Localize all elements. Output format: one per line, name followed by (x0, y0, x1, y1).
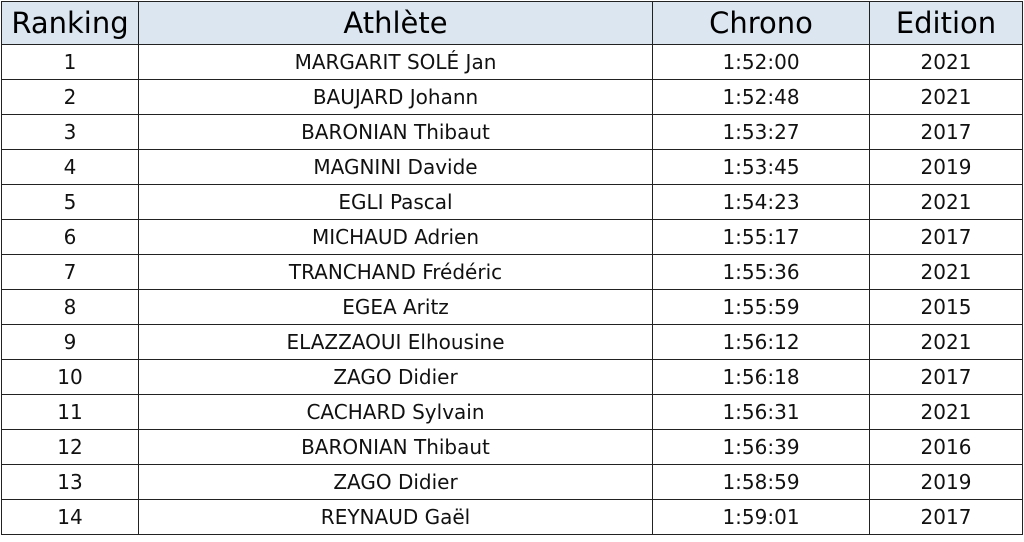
table-cell: 2021 (869, 324, 1023, 360)
table-body: 1 MARGARIT SOLÉ Jan 1:52:00 2021 2 BAUJARD Jo… (1, 44, 1023, 535)
table-cell: BARONIAN Thibaut (138, 114, 653, 150)
table-cell: 2017 (869, 219, 1023, 255)
table-cell: 2017 (869, 359, 1023, 395)
table-cell: 1:52:00 (652, 44, 870, 80)
table-row: 4 MAGNINI Davide 1:53:45 2019 (1, 149, 1023, 185)
column-header: Chrono (652, 1, 870, 45)
table-cell: 1:59:01 (652, 499, 870, 535)
table-row: 10 ZAGO Didier 1:56:18 2017 (1, 359, 1023, 395)
table-cell: 1:55:17 (652, 219, 870, 255)
table-row: 3 BARONIAN Thibaut 1:53:27 2017 (1, 114, 1023, 150)
table-row: 1 MARGARIT SOLÉ Jan 1:52:00 2021 (1, 44, 1023, 80)
table-cell: 8 (1, 289, 139, 325)
table-cell: 12 (1, 429, 139, 465)
table-row: 11 CACHARD Sylvain 1:56:31 2021 (1, 394, 1023, 430)
table-row: 8 EGEA Aritz 1:55:59 2015 (1, 289, 1023, 325)
table-cell: 1:53:27 (652, 114, 870, 150)
table-cell: MAGNINI Davide (138, 149, 653, 185)
table-cell: MARGARIT SOLÉ Jan (138, 44, 653, 80)
table-cell: BAUJARD Johann (138, 79, 653, 115)
table-cell: 2021 (869, 44, 1023, 80)
table-row: 12 BARONIAN Thibaut 1:56:39 2016 (1, 429, 1023, 465)
table-cell: CACHARD Sylvain (138, 394, 653, 430)
table-cell: 2016 (869, 429, 1023, 465)
table-cell: 4 (1, 149, 139, 185)
table-row: 13 ZAGO Didier 1:58:59 2019 (1, 464, 1023, 500)
table-cell: 2021 (869, 79, 1023, 115)
table-cell: 14 (1, 499, 139, 535)
table-row: 2 BAUJARD Johann 1:52:48 2021 (1, 79, 1023, 115)
column-header: Ranking (1, 1, 139, 45)
table-cell: 7 (1, 254, 139, 290)
table-cell: 2021 (869, 184, 1023, 220)
column-header: Edition (869, 1, 1023, 45)
table-cell: 2019 (869, 149, 1023, 185)
table-cell: 2 (1, 79, 139, 115)
table-cell: 3 (1, 114, 139, 150)
table-cell: 1:56:12 (652, 324, 870, 360)
table-cell: ZAGO Didier (138, 464, 653, 500)
table-cell: 1:56:31 (652, 394, 870, 430)
table-cell: 2021 (869, 394, 1023, 430)
table-row: 9 ELAZZAOUI Elhousine 1:56:12 2021 (1, 324, 1023, 360)
table-cell: 1:56:18 (652, 359, 870, 395)
table-cell: ELAZZAOUI Elhousine (138, 324, 653, 360)
table-cell: 1 (1, 44, 139, 80)
header-row: Ranking Athlète Chrono Edition (1, 1, 1023, 45)
table-cell: BARONIAN Thibaut (138, 429, 653, 465)
table-cell: 1:58:59 (652, 464, 870, 500)
table-row: 6 MICHAUD Adrien 1:55:17 2017 (1, 219, 1023, 255)
table-cell: 1:53:45 (652, 149, 870, 185)
table-cell: REYNAUD Gaël (138, 499, 653, 535)
table-cell: TRANCHAND Frédéric (138, 254, 653, 290)
table-cell: 2017 (869, 114, 1023, 150)
table-cell: 13 (1, 464, 139, 500)
table-cell: 2019 (869, 464, 1023, 500)
table-cell: 1:52:48 (652, 79, 870, 115)
table-cell: 10 (1, 359, 139, 395)
table-cell: 2017 (869, 499, 1023, 535)
table-cell: 2021 (869, 254, 1023, 290)
table-cell: MICHAUD Adrien (138, 219, 653, 255)
table-row: 5 EGLI Pascal 1:54:23 2021 (1, 184, 1023, 220)
table-row: 7 TRANCHAND Frédéric 1:55:36 2021 (1, 254, 1023, 290)
table-cell: 2015 (869, 289, 1023, 325)
table-cell: EGEA Aritz (138, 289, 653, 325)
table-cell: 6 (1, 219, 139, 255)
table-cell: ZAGO Didier (138, 359, 653, 395)
column-header: Athlète (138, 1, 653, 45)
table-cell: 1:54:23 (652, 184, 870, 220)
table-cell: EGLI Pascal (138, 184, 653, 220)
table-cell: 11 (1, 394, 139, 430)
table-cell: 1:55:59 (652, 289, 870, 325)
table-row: 14 REYNAUD Gaël 1:59:01 2017 (1, 499, 1023, 535)
table-cell: 1:56:39 (652, 429, 870, 465)
table-cell: 5 (1, 184, 139, 220)
table-cell: 9 (1, 324, 139, 360)
table-cell: 1:55:36 (652, 254, 870, 290)
